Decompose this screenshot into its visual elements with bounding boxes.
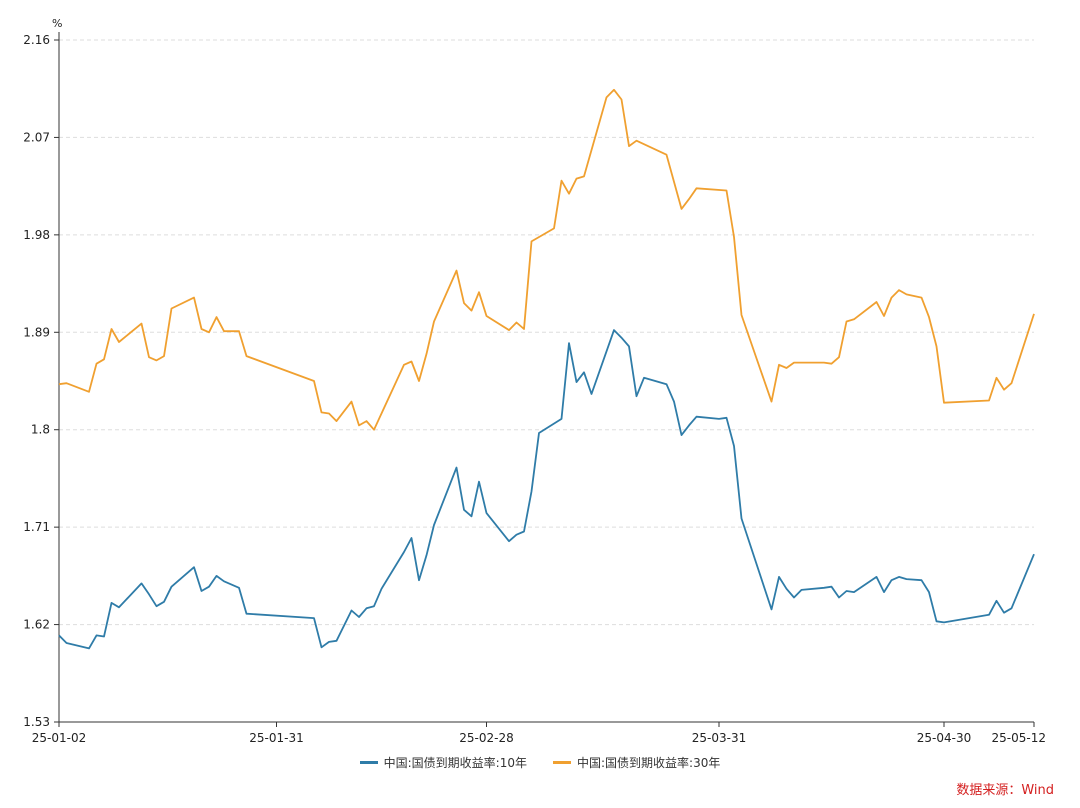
line-chart: % 1.53 1.62 1.71 1.8 1.89 1.98 2.07 2.16 25-01-0… xyxy=(23,17,1046,745)
x-tick-label: 25-01-31 xyxy=(249,731,303,745)
x-tick-label: 25-01-02 xyxy=(32,731,86,745)
y-tick-label: 2.07 xyxy=(23,130,50,144)
y-tick-label: 2.16 xyxy=(23,33,50,47)
y-tick-label: 1.53 xyxy=(23,715,50,729)
y-tick-label: 1.71 xyxy=(23,520,50,534)
x-tick-label: 25-04-30 xyxy=(917,731,971,745)
legend-label-30y: 中国:国债到期收益率:30年 xyxy=(577,755,721,770)
series-line-30y xyxy=(58,88,1035,431)
legend-swatch-10y xyxy=(359,760,378,764)
x-tick-label: 25-03-31 xyxy=(692,731,746,745)
axes: % xyxy=(52,17,1034,723)
y-tick-label: 1.8 xyxy=(31,423,50,437)
legend-item-10y[interactable]: 中国:国债到期收益率:10年 xyxy=(359,754,527,771)
tick-labels: 1.53 1.62 1.71 1.8 1.89 1.98 2.07 2.16 25-01-02 2… xyxy=(23,33,1046,745)
chart-legend: 中国:国债到期收益率:10年 中国:国债到期收益率:30年 xyxy=(0,752,1080,772)
grid-lines xyxy=(59,39,1034,626)
legend-label-10y: 中国:国债到期收益率:10年 xyxy=(383,755,527,770)
x-tick-label: 25-05-12 xyxy=(992,731,1046,745)
x-tick-label: 25-02-28 xyxy=(459,731,513,745)
legend-swatch-30y xyxy=(553,760,571,764)
y-axis-unit-label: % xyxy=(52,17,62,30)
y-tick-label: 1.89 xyxy=(23,325,50,339)
series-lines xyxy=(58,88,1035,650)
series-line-10y xyxy=(58,329,1035,650)
legend-item-30y[interactable]: 中国:国债到期收益率:30年 xyxy=(553,754,720,771)
data-source-note: 数据来源：Wind xyxy=(956,783,1054,798)
y-tick-label: 1.98 xyxy=(23,228,50,242)
y-tick-label: 1.62 xyxy=(23,618,50,632)
